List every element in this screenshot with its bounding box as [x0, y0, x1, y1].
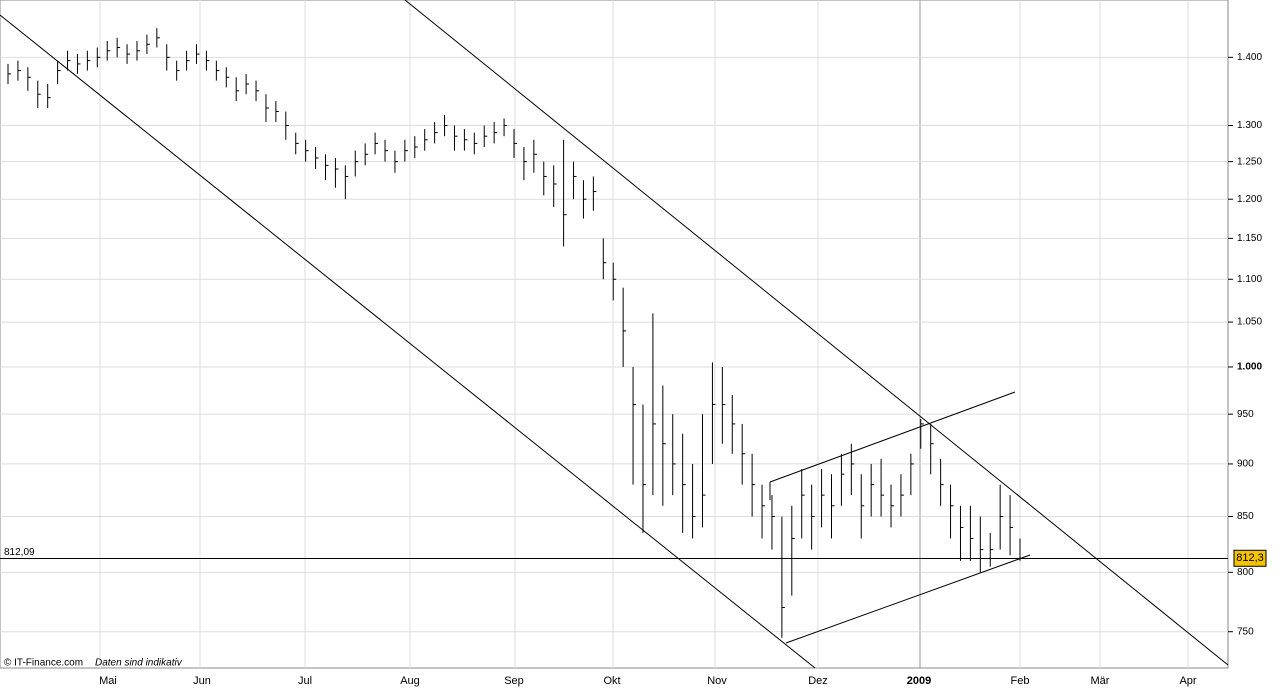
x-tick-label: Jun [193, 675, 211, 687]
y-tick-label: 1.200 [1237, 194, 1262, 205]
y-tick-label: 750 [1237, 626, 1254, 637]
y-tick-label: 1.400 [1237, 52, 1262, 63]
x-tick-label: Apr [1179, 675, 1196, 687]
y-tick-label: 1.100 [1237, 274, 1262, 285]
trend-lines [0, 0, 1229, 669]
reference-label: 812,09 [4, 547, 35, 558]
last-label: 812,3 [1236, 552, 1264, 564]
x-tick-label: Mai [99, 675, 117, 687]
trend-line [769, 391, 1016, 483]
y-tick-label: 950 [1237, 409, 1254, 420]
copyright: © IT-Finance.com [4, 658, 83, 669]
x-tick-label: Jul [298, 675, 312, 687]
y-tick-label: 800 [1237, 567, 1254, 578]
y-tick-label: 1.050 [1237, 317, 1262, 328]
y-tick-label: 850 [1237, 511, 1254, 522]
y-tick-label: 1.300 [1237, 120, 1262, 131]
trend-line [404, 0, 1229, 666]
x-tick-label: Aug [400, 675, 420, 687]
plot-area [0, 0, 1229, 669]
x-tick-label: Feb [1011, 675, 1030, 687]
trend-line [0, 14, 816, 669]
y-tick-label: 1.250 [1237, 156, 1262, 167]
y-tick-label: 900 [1237, 459, 1254, 470]
footer-note: Daten sind indikativ [95, 658, 183, 669]
x-tick-label: Nov [707, 675, 727, 687]
x-tick-label: Mär [1091, 675, 1110, 687]
y-tick-label: 1.000 [1237, 362, 1262, 373]
x-tick-label: Sep [504, 675, 524, 687]
x-tick-label: 2009 [907, 675, 931, 687]
x-tick-label: Okt [603, 675, 620, 687]
y-tick-label: 1.150 [1237, 233, 1262, 244]
trend-line [785, 554, 1031, 644]
last-marker [1233, 549, 1267, 567]
x-tick-label: Dez [808, 675, 828, 687]
